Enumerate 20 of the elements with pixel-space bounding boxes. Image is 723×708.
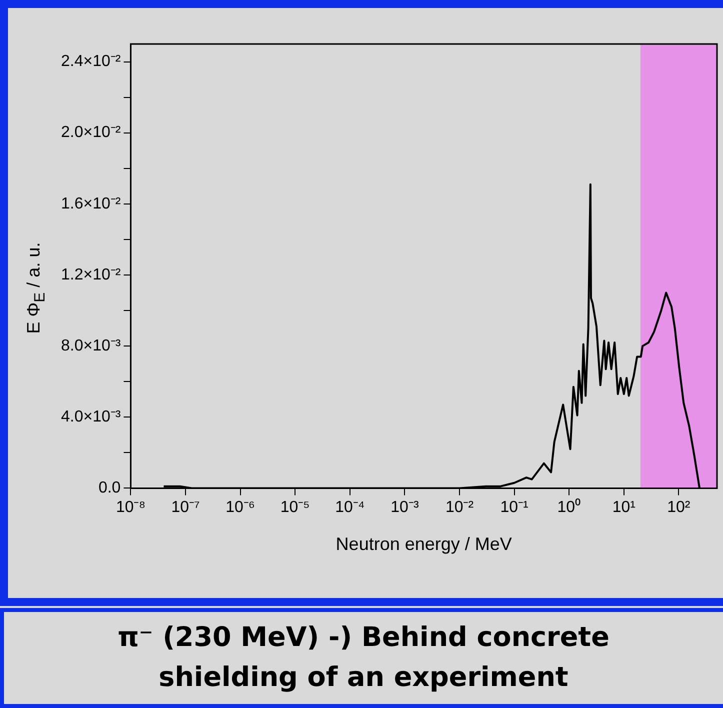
y-tick-label: 1.6×10⁻² — [60, 195, 122, 212]
y-tick-label: 1.2×10⁻² — [60, 266, 122, 284]
x-tick-label: 10⁻³ — [390, 499, 420, 516]
x-tick-label: 10⁻¹ — [500, 499, 528, 516]
y-tick-label: 2.4×10⁻² — [60, 53, 122, 70]
y-tick-label: 2.0×10⁻² — [60, 124, 122, 142]
x-tick-label: 10⁻² — [445, 499, 474, 516]
x-tick-label: 10⁻⁶ — [226, 499, 256, 516]
x-tick-label: 10⁻⁴ — [335, 499, 365, 516]
text: π⁻ (230 MeV) -) Behind concrete shielding of an experiment — [0, 608, 723, 708]
x-tick-label: 10² — [667, 499, 691, 516]
y-tick-label: 8.0×10⁻³ — [60, 337, 122, 354]
x-tick-label: 10⁻⁷ — [171, 499, 200, 516]
y-tick-label: 4.0×10⁻³ — [60, 408, 122, 426]
y-tick-label: 0.0 — [98, 480, 121, 497]
x-tick-label: 10⁻⁸ — [116, 499, 146, 516]
x-tick-label: 10⁻⁵ — [280, 499, 310, 516]
x-tick-label: 10¹ — [612, 499, 636, 516]
x-axis-title: Neutron energy / MeV — [336, 534, 512, 554]
x-tick-label: 10⁰ — [557, 498, 581, 516]
